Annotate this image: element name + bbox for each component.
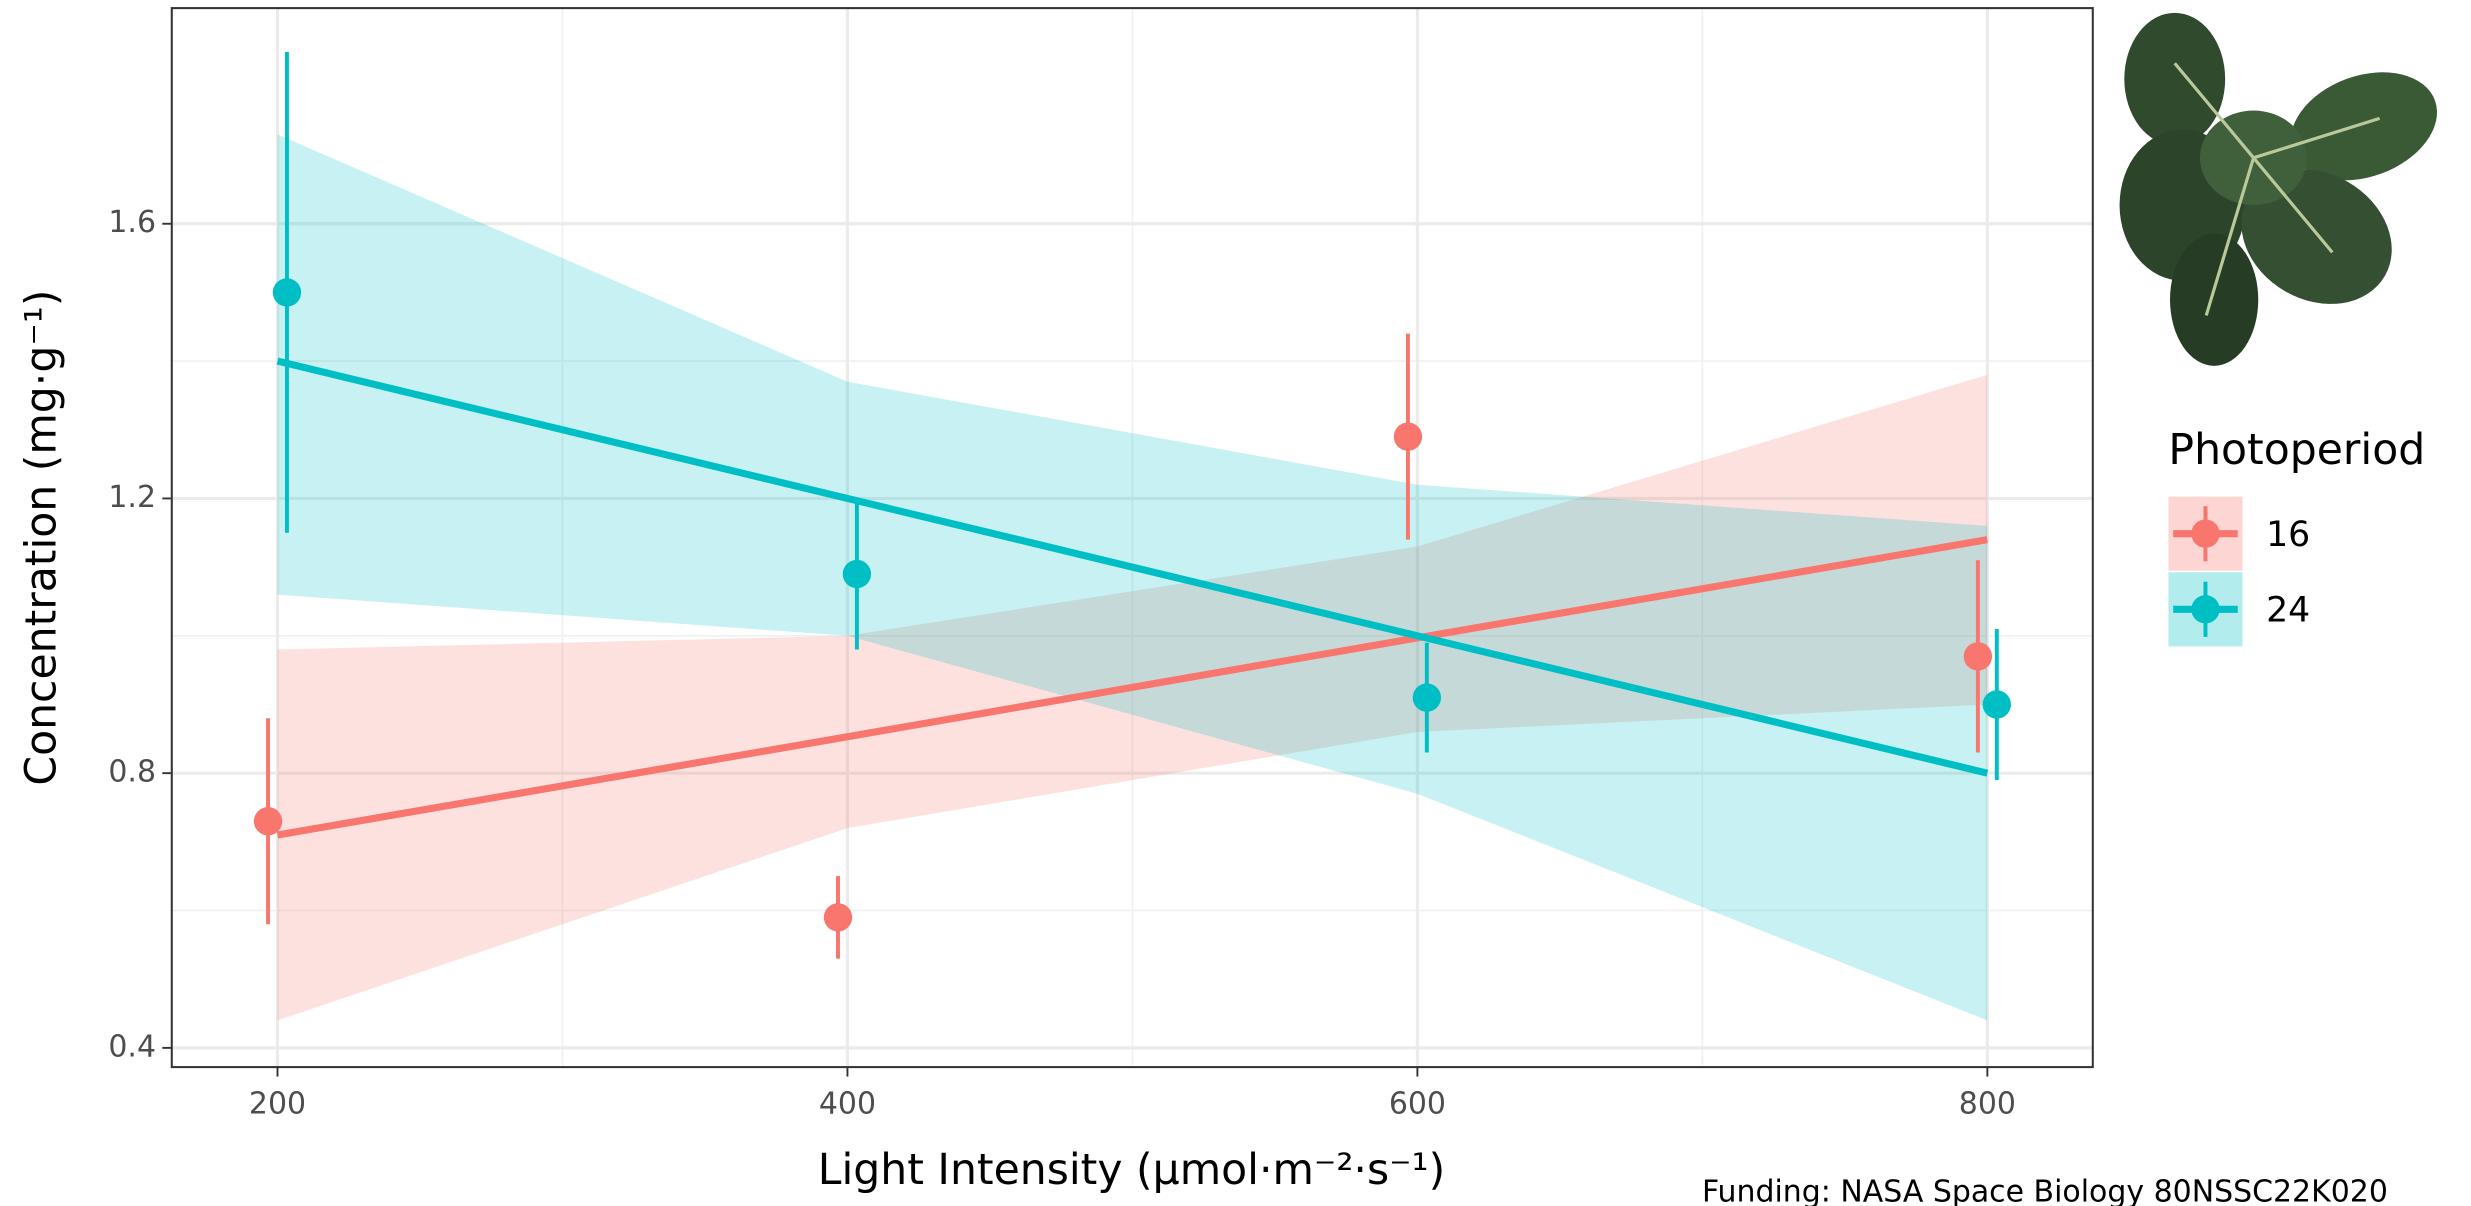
- confidence-band: [277, 134, 1988, 1021]
- point: [1963, 642, 1993, 671]
- funding-note: Funding: NASA Space Biology 80NSSC22K020: [1702, 1175, 2388, 1206]
- point: [1412, 683, 1442, 712]
- marks: [253, 52, 2011, 959]
- y-tick-label: 0.4: [108, 1029, 156, 1064]
- x-tick-label: 600: [1389, 1086, 1446, 1121]
- point: [272, 278, 302, 307]
- point: [842, 559, 872, 589]
- point: [1982, 690, 2011, 719]
- legend-label: 16: [2266, 515, 2310, 555]
- y-tick-label: 1.2: [108, 480, 156, 515]
- plant-image: [2119, 12, 2437, 366]
- bands: [277, 134, 1988, 1021]
- fit-line: [276, 536, 1988, 839]
- legend-key-point: [2191, 595, 2220, 624]
- confidence-band: [277, 374, 1988, 1021]
- point: [1393, 422, 1423, 451]
- x-tick-label: 400: [819, 1086, 876, 1121]
- point: [253, 807, 283, 836]
- y-axis-title: Concentration (mg·g⁻¹): [18, 290, 67, 786]
- x-tick-label: 200: [249, 1086, 306, 1121]
- fit-line: [276, 357, 1989, 777]
- x-axis-title: Light Intensity (μmol·m⁻²·s⁻¹): [818, 1146, 1445, 1195]
- plot-frame: [170, 7, 2094, 1069]
- legend-label: 24: [2266, 591, 2310, 631]
- y-tick-label: 1.6: [108, 205, 156, 240]
- legend-title: Photoperiod: [2168, 426, 2425, 475]
- x-tick-label: 800: [1959, 1086, 2016, 1121]
- y-tick-label: 0.8: [108, 755, 156, 790]
- legend-key-point: [2191, 519, 2220, 548]
- grid: [171, 8, 2093, 1068]
- point: [823, 903, 853, 932]
- axes: 200 400 600 800 0.4 0.8 1.2 1.6: [108, 205, 2016, 1121]
